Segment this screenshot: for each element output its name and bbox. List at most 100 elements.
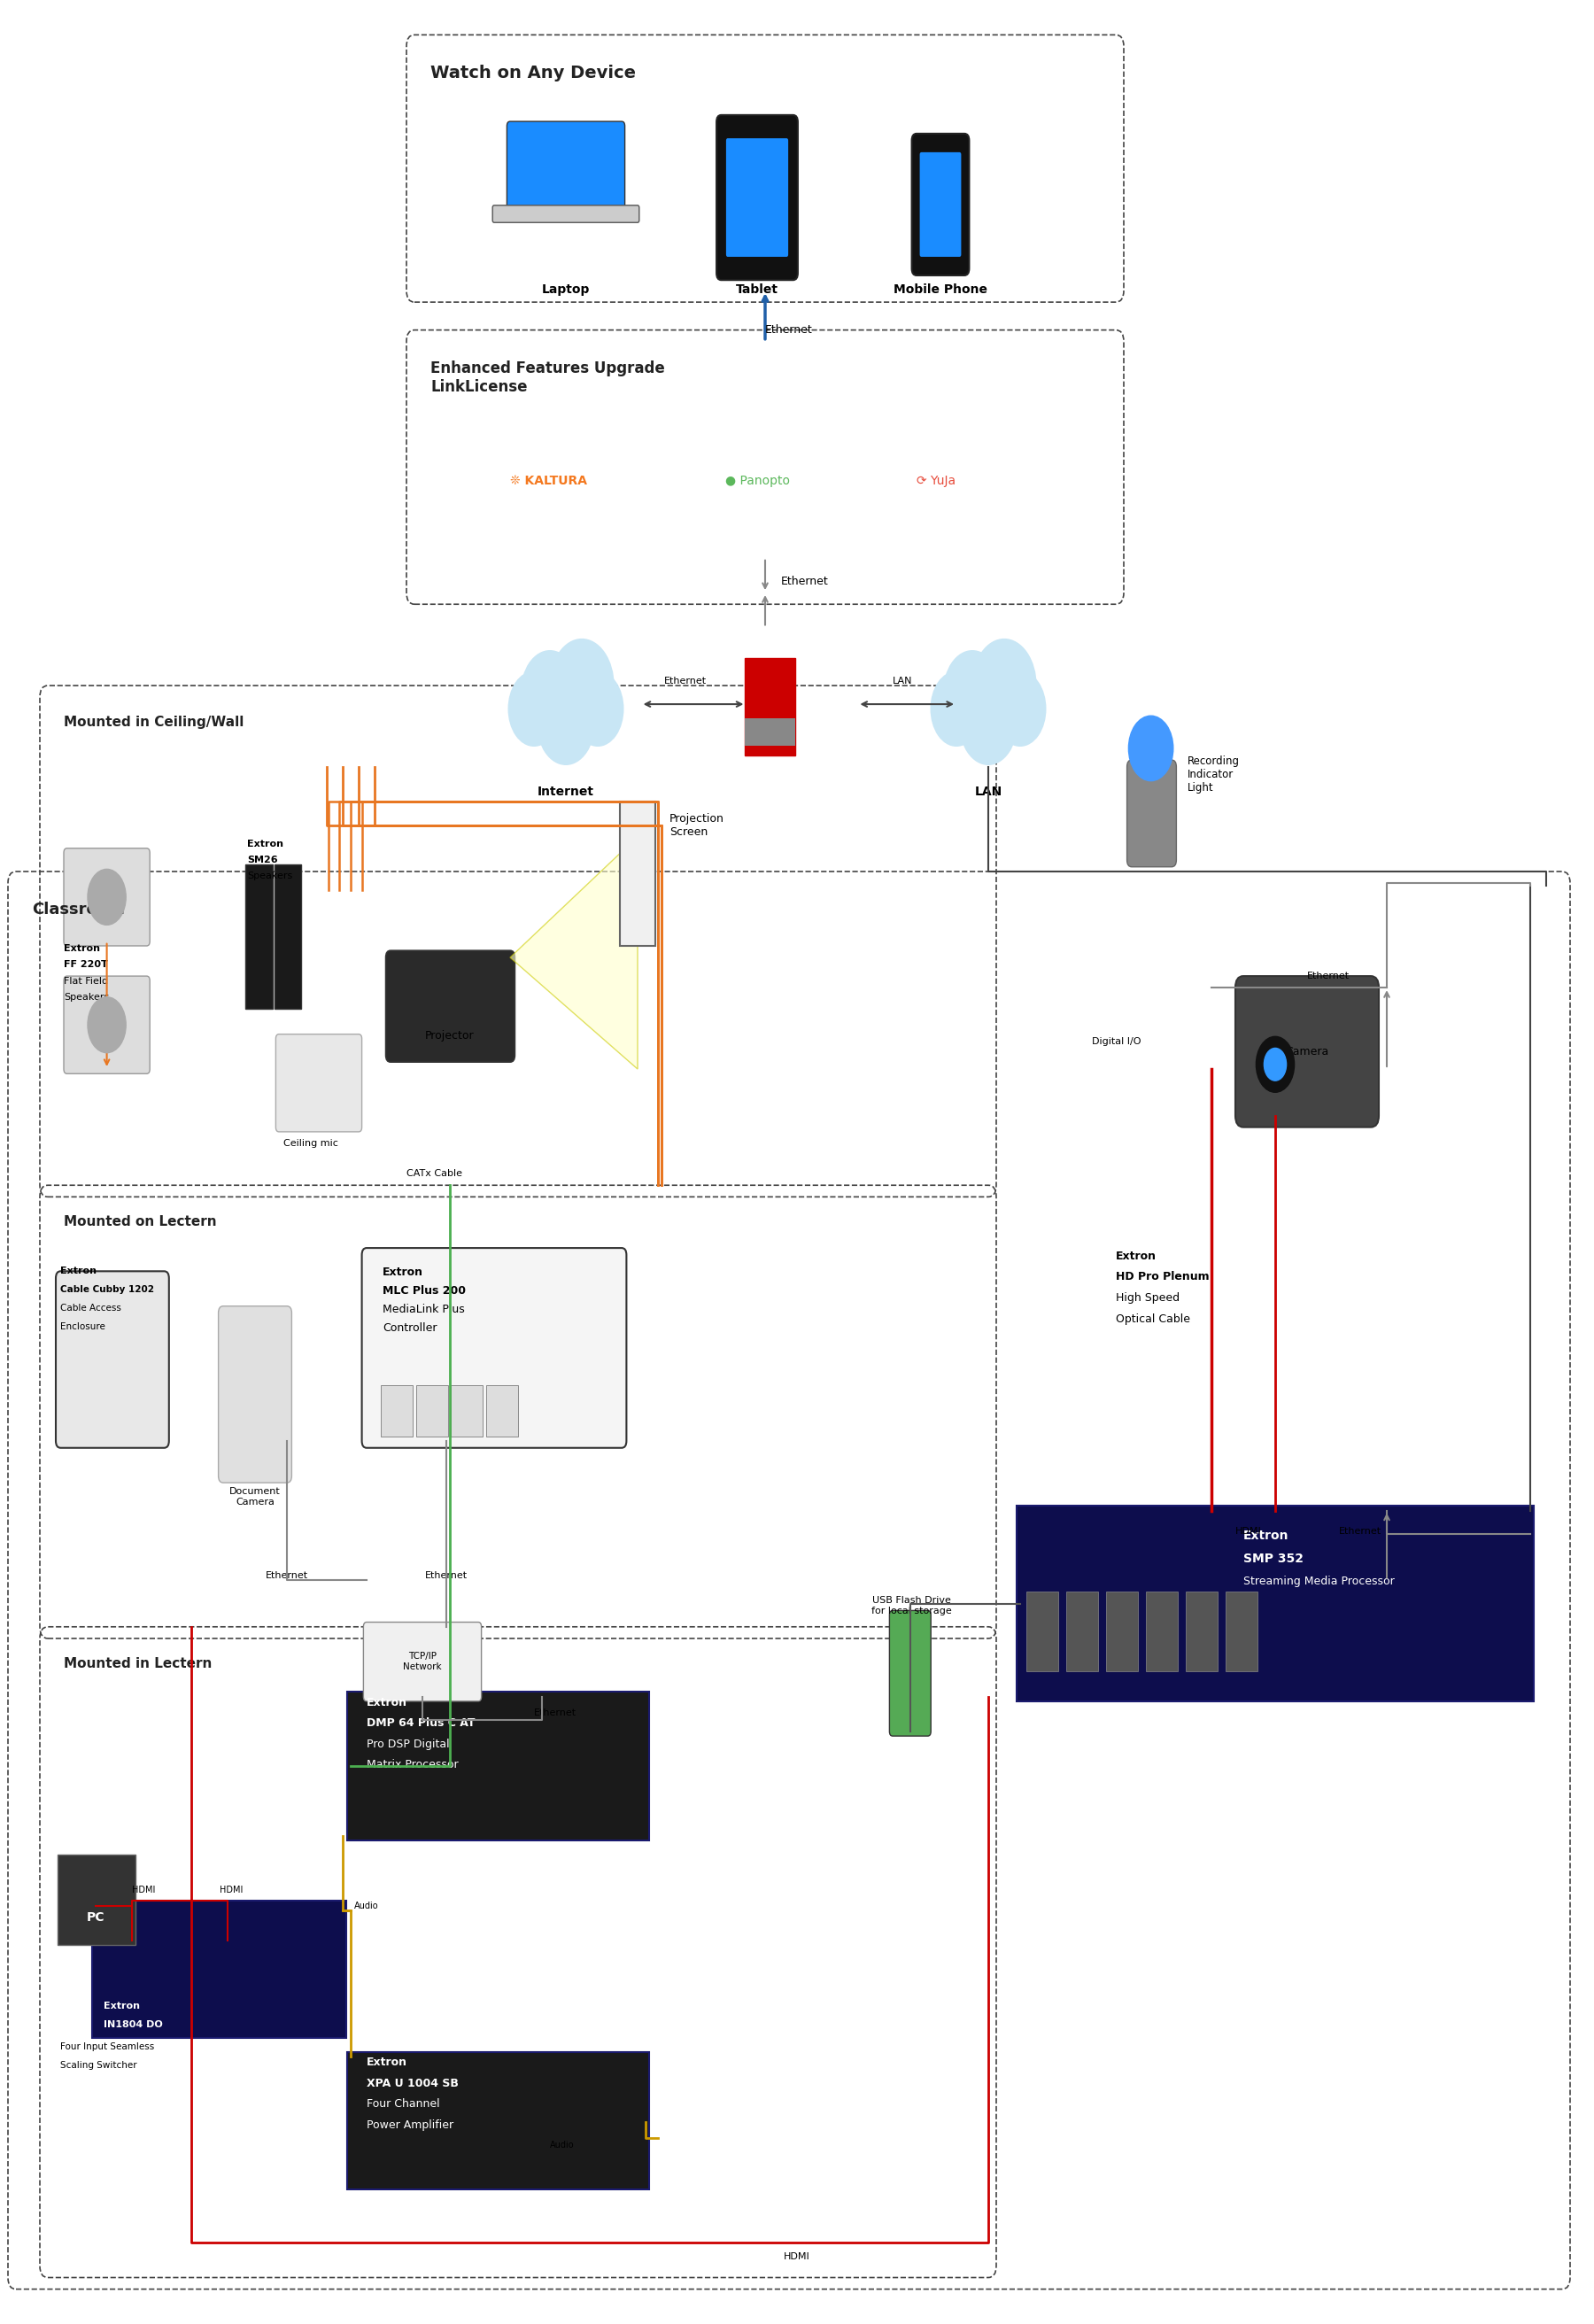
Text: ❊ KALTURA: ❊ KALTURA [510, 474, 587, 488]
Text: SM26: SM26 [247, 855, 277, 865]
Text: USB Flash Drive
for local storage: USB Flash Drive for local storage [872, 1597, 952, 1615]
Circle shape [972, 639, 1036, 732]
Text: PC: PC [86, 1910, 105, 1924]
Text: Mounted on Lectern: Mounted on Lectern [64, 1215, 217, 1229]
FancyBboxPatch shape [276, 1034, 362, 1132]
FancyBboxPatch shape [486, 1385, 518, 1436]
FancyBboxPatch shape [64, 976, 150, 1074]
FancyBboxPatch shape [57, 1855, 135, 1945]
Circle shape [1264, 1048, 1286, 1081]
Text: Extron: Extron [383, 1267, 424, 1278]
Text: Enclosure: Enclosure [61, 1322, 105, 1332]
Text: Cable Cubby 1202: Cable Cubby 1202 [61, 1285, 155, 1294]
FancyBboxPatch shape [1146, 1592, 1178, 1671]
Text: Tablet: Tablet [736, 284, 778, 295]
Text: CATx Cable: CATx Cable [406, 1169, 462, 1178]
Text: Four Input Seamless: Four Input Seamless [61, 2043, 155, 2052]
Circle shape [1129, 716, 1173, 781]
Text: Extron: Extron [367, 2057, 408, 2068]
Text: SMP 352: SMP 352 [1243, 1552, 1304, 1564]
Text: MLC Plus 200: MLC Plus 200 [383, 1285, 465, 1297]
Text: HDMI: HDMI [784, 2252, 810, 2261]
FancyBboxPatch shape [1226, 1592, 1258, 1671]
Text: Document
Camera: Document Camera [230, 1487, 281, 1506]
FancyBboxPatch shape [744, 718, 795, 746]
Text: Optical Cable: Optical Cable [1116, 1313, 1191, 1325]
Text: ● Panopto: ● Panopto [725, 474, 791, 488]
FancyBboxPatch shape [1017, 1506, 1533, 1701]
FancyBboxPatch shape [362, 1248, 626, 1448]
FancyBboxPatch shape [274, 865, 301, 1009]
Text: Extron: Extron [61, 1267, 97, 1276]
Circle shape [88, 869, 126, 925]
Text: Laptop: Laptop [542, 284, 590, 295]
FancyBboxPatch shape [1027, 1592, 1058, 1671]
Text: Ethernet: Ethernet [765, 325, 813, 335]
Text: Projector: Projector [426, 1030, 473, 1041]
Text: Extron: Extron [1243, 1529, 1290, 1541]
Text: DMP 64 Plus C AT: DMP 64 Plus C AT [367, 1717, 475, 1729]
FancyBboxPatch shape [920, 151, 961, 256]
Circle shape [521, 651, 579, 734]
FancyBboxPatch shape [347, 2052, 649, 2189]
Text: XPA U 1004 SB: XPA U 1004 SB [367, 2078, 459, 2089]
Circle shape [960, 681, 1017, 765]
FancyBboxPatch shape [245, 865, 273, 1009]
FancyBboxPatch shape [620, 802, 655, 946]
Text: Streaming Media Processor: Streaming Media Processor [1243, 1576, 1395, 1587]
Text: Ethernet: Ethernet [1307, 971, 1350, 981]
FancyBboxPatch shape [363, 1622, 481, 1701]
FancyBboxPatch shape [725, 137, 787, 256]
Text: Camera: Camera [1285, 1046, 1329, 1057]
Text: Power Amplifier: Power Amplifier [367, 2119, 454, 2131]
FancyBboxPatch shape [889, 1611, 931, 1736]
Text: Flat Field: Flat Field [64, 976, 108, 985]
FancyBboxPatch shape [381, 1385, 413, 1436]
Text: HDMI: HDMI [220, 1885, 242, 1894]
Text: HDMI: HDMI [132, 1885, 155, 1894]
Text: Digital I/O: Digital I/O [1092, 1037, 1141, 1046]
FancyBboxPatch shape [386, 951, 515, 1062]
Text: Watch on Any Device: Watch on Any Device [430, 65, 636, 81]
Text: Extron: Extron [247, 839, 284, 848]
Text: TCP/IP
Network: TCP/IP Network [403, 1652, 442, 1671]
FancyBboxPatch shape [1235, 976, 1379, 1127]
Circle shape [550, 639, 614, 732]
FancyBboxPatch shape [218, 1306, 292, 1483]
FancyBboxPatch shape [912, 132, 969, 274]
Text: Scaling Switcher: Scaling Switcher [61, 2061, 137, 2071]
Circle shape [537, 681, 595, 765]
FancyBboxPatch shape [92, 1901, 346, 2038]
FancyBboxPatch shape [1127, 760, 1176, 867]
Text: Extron: Extron [367, 1697, 408, 1708]
Text: Ethernet: Ethernet [266, 1571, 308, 1580]
Text: Mobile Phone: Mobile Phone [894, 284, 987, 295]
Circle shape [572, 672, 623, 746]
Circle shape [944, 651, 1001, 734]
Polygon shape [510, 837, 638, 1069]
Text: Ethernet: Ethernet [1339, 1527, 1382, 1536]
Text: Speakers: Speakers [64, 992, 108, 1002]
Text: Ethernet: Ethernet [426, 1571, 467, 1580]
Text: Pro DSP Digital: Pro DSP Digital [367, 1738, 450, 1750]
Text: Ethernet: Ethernet [781, 576, 829, 586]
Text: Audio: Audio [354, 1901, 378, 1910]
Text: Mounted in Lectern: Mounted in Lectern [64, 1657, 212, 1671]
Text: Four Channel: Four Channel [367, 2099, 440, 2110]
Circle shape [508, 672, 559, 746]
FancyBboxPatch shape [507, 121, 625, 209]
Text: Audio: Audio [550, 2140, 574, 2150]
Text: Recording
Indicator
Light: Recording Indicator Light [1188, 755, 1240, 792]
FancyBboxPatch shape [716, 114, 797, 279]
Circle shape [1256, 1037, 1294, 1092]
Text: ⟳ YuJa: ⟳ YuJa [917, 474, 956, 488]
Text: Ethernet: Ethernet [665, 676, 706, 686]
Text: Mounted in Ceiling/Wall: Mounted in Ceiling/Wall [64, 716, 244, 730]
Text: FF 220T: FF 220T [64, 960, 108, 969]
FancyBboxPatch shape [1186, 1592, 1218, 1671]
FancyBboxPatch shape [451, 1385, 483, 1436]
Text: Ceiling mic: Ceiling mic [284, 1139, 338, 1148]
FancyBboxPatch shape [1066, 1592, 1098, 1671]
Text: Ethernet: Ethernet [534, 1708, 577, 1717]
Text: Enhanced Features Upgrade
LinkLicense: Enhanced Features Upgrade LinkLicense [430, 360, 665, 395]
